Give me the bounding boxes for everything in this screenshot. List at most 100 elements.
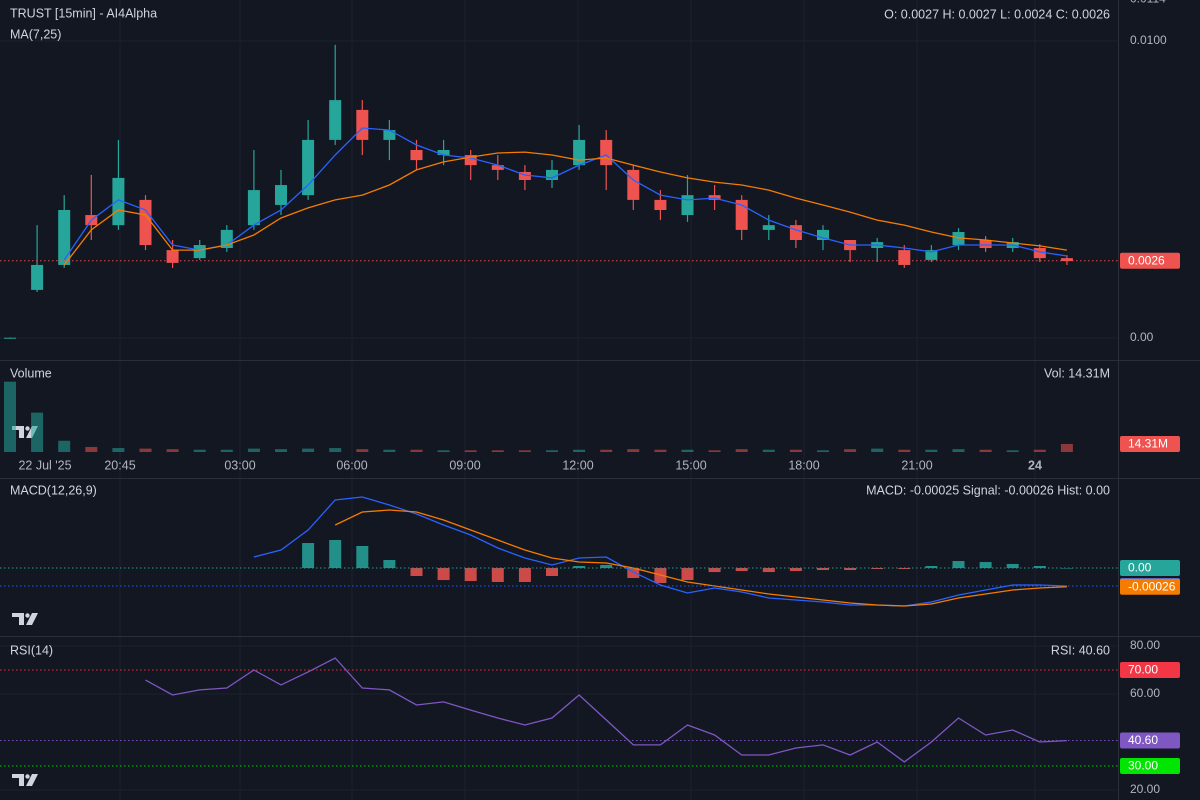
- candle-body: [762, 225, 775, 230]
- volume-bar: [573, 449, 586, 452]
- histogram-bar: [627, 568, 640, 579]
- y-tick-label: 0.00: [1130, 330, 1154, 344]
- x-tick-label: 24: [1028, 458, 1042, 472]
- volume-bar: [220, 449, 233, 452]
- volume-bar: [546, 450, 558, 452]
- x-tick-label: 06:00: [336, 458, 367, 472]
- candle-body: [491, 165, 504, 170]
- candle-body: [546, 169, 558, 180]
- candle-body: [58, 210, 71, 265]
- volume-bar: [844, 449, 857, 452]
- price-badge: [1120, 252, 1180, 269]
- x-tick-label: 18:00: [788, 458, 819, 472]
- price-badge: [1120, 578, 1180, 595]
- histogram-bar: [735, 568, 748, 572]
- moving-average-line: [63, 151, 1067, 266]
- candle-body: [383, 130, 396, 140]
- histogram-bar: [1060, 568, 1073, 569]
- volume-legend: Vol: 14.31M: [1044, 366, 1110, 380]
- histogram-bar: [681, 568, 694, 581]
- chart-title: TRUST [15min] - AI4Alpha: [10, 6, 157, 20]
- price-badge: [1120, 661, 1180, 678]
- histogram-bar: [518, 568, 531, 582]
- histogram-bar: [898, 568, 911, 570]
- volume-bar: [979, 449, 992, 452]
- histogram-bar: [464, 568, 477, 582]
- volume-bar: [654, 449, 667, 452]
- candle-body: [4, 337, 16, 339]
- volume-bar: [762, 449, 775, 452]
- histogram-bar: [302, 543, 315, 569]
- volume-bar: [708, 450, 721, 452]
- volume-bar: [817, 450, 829, 452]
- volume-bar: [383, 449, 396, 452]
- candle-body: [681, 195, 694, 216]
- indicator-label: MA(7,25): [10, 27, 61, 41]
- histogram-bar: [762, 568, 775, 573]
- volume-bar: [491, 450, 504, 452]
- candle-body: [464, 155, 477, 166]
- logo: [12, 774, 38, 786]
- candle-body: [275, 185, 287, 205]
- price-badge-label: 30.00: [1128, 759, 1158, 773]
- marks: [0, 44, 1118, 767]
- macd-title: MACD(12,26,9): [10, 483, 97, 497]
- candle-body: [600, 139, 613, 166]
- volume-bar: [925, 449, 938, 452]
- volume-bar: [1033, 449, 1046, 452]
- macd-line: [253, 496, 1067, 607]
- y-tick-label: 0.0114: [1130, 0, 1166, 6]
- candle-body: [898, 250, 911, 265]
- histogram-bar: [410, 568, 423, 577]
- candle-body: [410, 150, 423, 161]
- moving-average-line: [63, 127, 1067, 261]
- price-badge-label: 0.00: [1128, 561, 1152, 575]
- volume-bar: [898, 449, 911, 452]
- rsi-line: [145, 657, 1067, 763]
- volume-bar: [627, 449, 640, 452]
- candle-body: [1033, 248, 1046, 259]
- candle-body: [247, 190, 260, 226]
- histogram-bar: [491, 568, 504, 582]
- histogram-bar: [329, 539, 342, 569]
- candle-body: [518, 171, 531, 180]
- histogram-bar: [437, 568, 450, 581]
- volume-bar: [464, 450, 477, 452]
- x-tick-label: 15:00: [675, 458, 706, 472]
- histogram-bar: [708, 568, 721, 573]
- volume-bar: [871, 448, 884, 452]
- volume-bar: [789, 449, 802, 452]
- volume-bar: [302, 448, 315, 452]
- volume-bar: [193, 449, 206, 452]
- histogram-bar: [844, 568, 857, 571]
- volume-bar: [4, 381, 16, 452]
- price-badge-label: 40.60: [1128, 733, 1158, 747]
- x-tick-label: 20:45: [104, 458, 135, 472]
- y-tick-label: 80.00: [1130, 638, 1160, 652]
- candle-body: [437, 150, 450, 156]
- ohlc-legend: O: 0.0027 H: 0.0027 L: 0.0024 C: 0.0026: [884, 7, 1110, 21]
- histogram-bar: [573, 565, 586, 569]
- histogram-bar: [925, 565, 938, 569]
- histogram-bar: [383, 560, 396, 569]
- volume-bar: [952, 449, 965, 452]
- price-badge-label: 0.0026: [1128, 253, 1165, 267]
- volume-bar: [1006, 450, 1019, 452]
- price-badge: [1120, 732, 1180, 749]
- candle-body: [193, 245, 206, 259]
- macd-line: [334, 509, 1067, 607]
- histogram-bar: [871, 568, 884, 570]
- price-badge: [1120, 757, 1180, 774]
- volume-bar: [600, 449, 613, 452]
- candle-body: [31, 264, 44, 290]
- y-tick-label: 60.00: [1130, 686, 1160, 700]
- histogram-bar: [356, 545, 369, 569]
- histogram-bar: [817, 568, 829, 571]
- price-badge: [1120, 560, 1180, 577]
- histogram-bar: [546, 568, 558, 577]
- volume-bar: [31, 412, 44, 452]
- candle-body: [356, 109, 369, 140]
- histogram-bar: [979, 562, 992, 569]
